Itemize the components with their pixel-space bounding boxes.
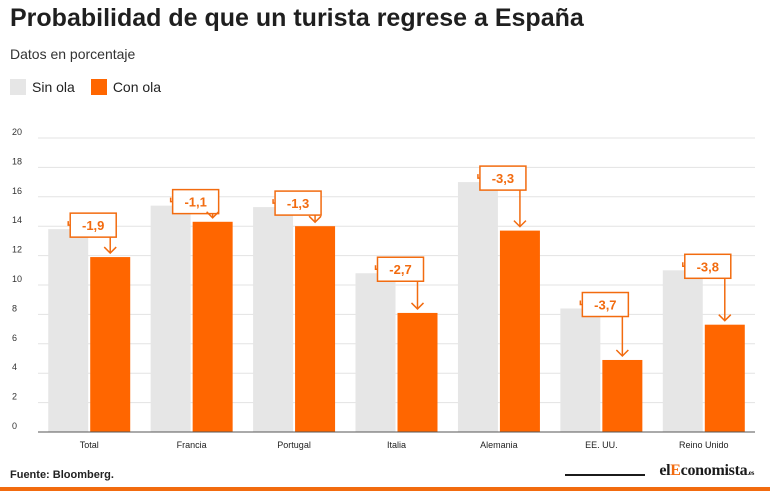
- annotation-label: -1,9: [82, 218, 104, 233]
- bar-sin-ola: [48, 229, 89, 432]
- bar-con-ola: [499, 230, 540, 432]
- x-tick-label: Total: [80, 440, 99, 450]
- bar-con-ola: [704, 324, 745, 432]
- chart-subtitle: Datos en porcentaje: [10, 46, 136, 62]
- y-tick-label: 14: [12, 215, 22, 225]
- annotation-box: [581, 291, 630, 318]
- publisher-logo: elEconomista.es: [565, 462, 760, 482]
- logo-suffix: .es: [747, 469, 754, 477]
- y-tick-label: 18: [12, 156, 22, 166]
- logo-accent: E: [670, 462, 681, 479]
- x-tick-label: Francia: [177, 440, 207, 450]
- bottom-accent-bar: [0, 487, 770, 491]
- annotation-arrowhead: [206, 211, 220, 219]
- annotation-box: [376, 256, 425, 282]
- y-tick-label: 8: [12, 303, 17, 313]
- annotation-arrowhead: [718, 314, 732, 322]
- legend: Sin ola Con ola: [10, 79, 177, 95]
- annotation-label: -3,8: [697, 259, 719, 274]
- legend-swatch-con-ola: [90, 79, 107, 95]
- bar-con-ola: [602, 359, 643, 432]
- annotation-arrowhead: [308, 215, 322, 224]
- chart-title: Probabilidad de que un turista regrese a…: [10, 4, 584, 32]
- legend-item-sin-ola: Sin ola: [10, 79, 75, 95]
- y-tick-label: 12: [12, 245, 22, 255]
- annotation-arrowhead: [615, 349, 629, 358]
- annotation-box: [274, 190, 322, 216]
- y-tick-label: 20: [12, 127, 22, 137]
- annotation-box: [69, 212, 117, 238]
- x-tick-label: Reino Unido: [679, 440, 729, 450]
- legend-label-sin-ola: Sin ola: [32, 79, 75, 95]
- annotation-arrowhead: [513, 220, 527, 228]
- annotation-box: [171, 188, 220, 215]
- annotation-label: -2,7: [389, 262, 411, 277]
- bar-sin-ola: [253, 207, 294, 432]
- legend-label-con-ola: Con ola: [112, 79, 162, 95]
- logo-prefix: el: [659, 462, 671, 479]
- bar-sin-ola: [457, 182, 498, 432]
- bar-sin-ola: [560, 308, 601, 432]
- y-tick-label: 4: [12, 362, 17, 372]
- logo-text: elEconomista.es: [659, 462, 754, 480]
- x-tick-label: Portugal: [277, 440, 311, 450]
- y-tick-label: 0: [12, 421, 17, 431]
- annotation-box: [479, 165, 527, 191]
- y-tick-label: 6: [12, 333, 17, 343]
- bar-sin-ola: [150, 205, 191, 432]
- bar-chart: 0 2 4 6 8 10 12 14 16 18 20 Total -1,9 Francia -1,1 Por…: [12, 127, 755, 450]
- annotation-label: -3,7: [594, 298, 616, 313]
- annotation-label: -3,3: [492, 171, 514, 186]
- source-note: Fuente: Bloomberg.: [10, 469, 114, 481]
- x-tick-label: EE. UU.: [585, 440, 618, 450]
- bar-con-ola: [397, 312, 438, 432]
- x-tick-label: Italia: [387, 440, 406, 450]
- annotation-arrowhead: [410, 302, 425, 310]
- bar-sin-ola: [662, 270, 703, 432]
- logo-line: [565, 474, 645, 476]
- bar-con-ola: [192, 221, 233, 432]
- legend-item-con-ola: Con ola: [90, 79, 162, 95]
- y-tick-label: 2: [12, 392, 17, 402]
- annotation-arrowhead: [103, 246, 117, 255]
- x-tick-label: Alemania: [480, 440, 518, 450]
- logo-rest: conomista: [680, 462, 748, 479]
- legend-swatch-sin-ola: [10, 79, 26, 95]
- annotation-label: -1,3: [287, 196, 309, 211]
- bar-con-ola: [90, 257, 131, 432]
- bar-sin-ola: [355, 273, 396, 432]
- bar-con-ola: [295, 226, 336, 432]
- annotation-label: -1,1: [184, 195, 206, 210]
- annotation-box: [684, 253, 732, 280]
- y-tick-label: 16: [12, 186, 22, 196]
- y-tick-label: 10: [12, 274, 22, 284]
